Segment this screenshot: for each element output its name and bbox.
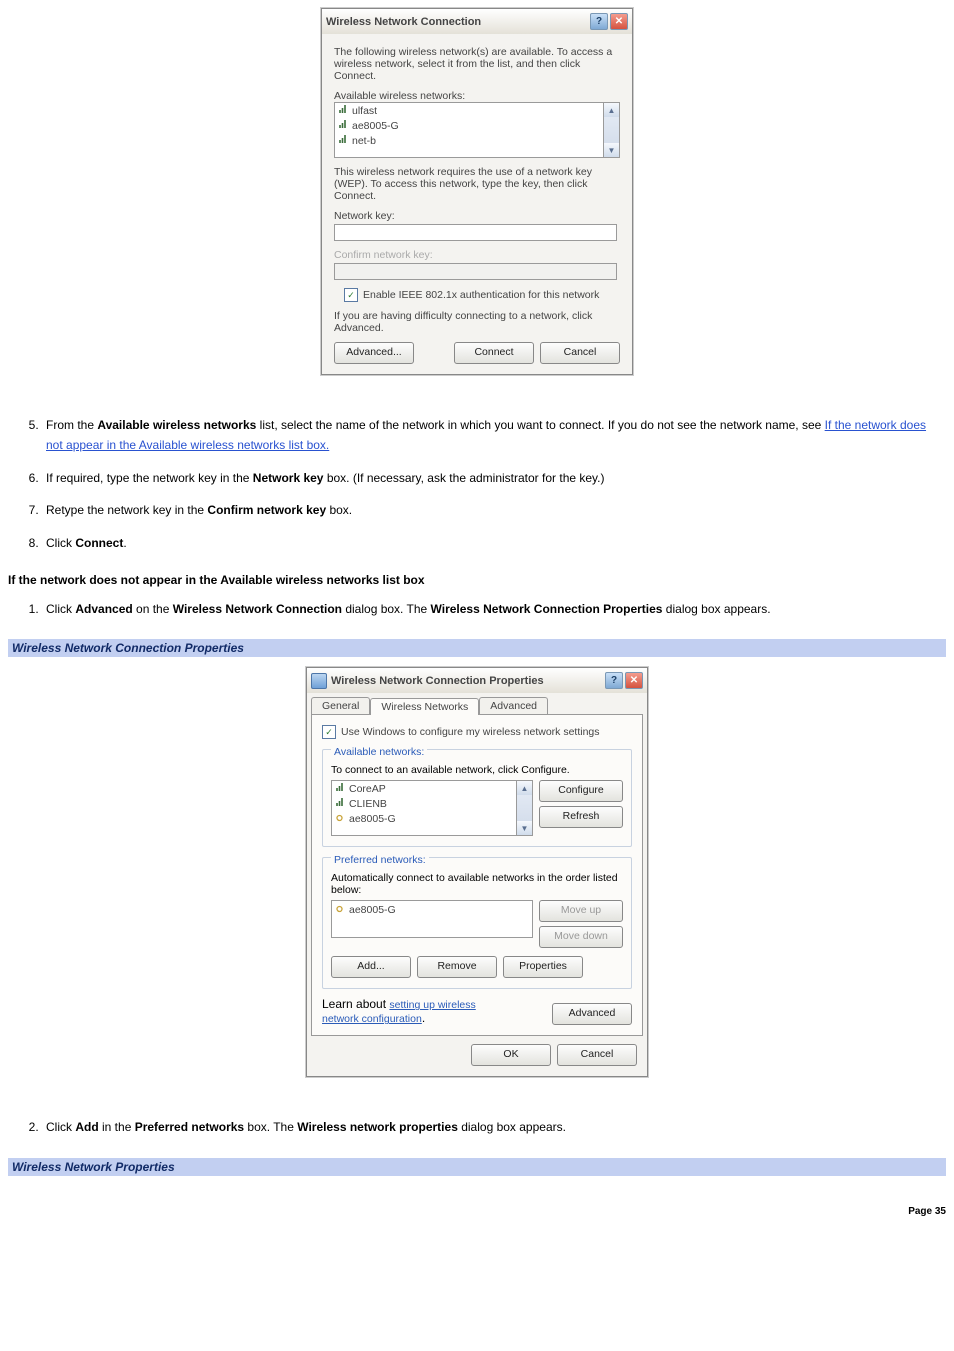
dialog1-body: The following wireless network(s) are av… [322,34,632,374]
cancel-button[interactable]: Cancel [557,1044,637,1066]
signal-icon [339,134,347,147]
move-up-button: Move up [539,900,623,922]
use-windows-label: Use Windows to configure my wireless net… [341,726,600,738]
step-5: From the Available wireless networks lis… [42,415,946,456]
checkbox-checked-icon[interactable]: ✓ [322,725,336,739]
signal-icon [339,104,347,117]
preferred-help-text: Automatically connect to available netwo… [331,872,623,896]
preferred-networks-group: Preferred networks: Automatically connec… [322,857,632,989]
dialog2-title: Wireless Network Connection Properties [331,675,603,687]
tab-advanced[interactable]: Advanced [479,697,548,714]
advanced-button[interactable]: Advanced [552,1003,632,1025]
connection-properties-dialog: Wireless Network Connection Properties ?… [306,667,648,1077]
learn-row: Learn about setting up wireless network … [322,997,632,1025]
confirm-key-label: Confirm network key: [334,249,620,261]
ieee-checkbox-row[interactable]: ✓ Enable IEEE 802.1x authentication for … [344,288,620,302]
help-icon[interactable]: ? [605,672,623,689]
list-item-label: ae8005-G [349,813,396,825]
available-networks-listbox[interactable]: ulfast ae8005-G net-b ▲ ▼ [334,102,620,158]
remove-button[interactable]: Remove [417,956,497,978]
wireless-properties-banner: Wireless Network Properties [8,1158,946,1176]
step-1: Click Advanced on the Wireless Network C… [42,599,946,619]
advanced-button[interactable]: Advanced... [334,342,414,364]
ok-button[interactable]: OK [471,1044,551,1066]
scroll-down-icon[interactable]: ▼ [604,143,619,157]
list-item[interactable]: ae8005-G [335,118,619,133]
scrollbar[interactable]: ▲ ▼ [516,781,532,835]
configure-button[interactable]: Configure [539,780,623,802]
available-networks-label: Available wireless networks: [334,90,465,102]
tab-general[interactable]: General [311,697,370,714]
scroll-up-icon[interactable]: ▲ [517,781,532,795]
ieee-checkbox-label: Enable IEEE 802.1x authentication for th… [363,289,599,301]
properties-button[interactable]: Properties [503,956,583,978]
dialog2-panel: ✓ Use Windows to configure my wireless n… [311,714,643,1036]
app-icon [311,673,327,689]
wireless-connection-dialog: Wireless Network Connection ? ✕ The foll… [321,8,633,375]
learn-text: Learn about setting up wireless network … [322,997,512,1025]
list-item-label: ulfast [352,105,377,117]
network-key-input[interactable] [334,224,617,241]
properties-banner: Wireless Network Connection Properties [8,639,946,657]
wifi-lock-icon [336,812,344,825]
dialog2-button-row: OK Cancel [307,1044,647,1076]
instruction-list-2: Click Advanced on the Wireless Network C… [8,599,946,619]
use-windows-checkbox-row[interactable]: ✓ Use Windows to configure my wireless n… [322,725,632,739]
signal-icon [339,119,347,132]
scrollbar[interactable]: ▲ ▼ [603,103,619,157]
preferred-networks-list[interactable]: ae8005-G [331,900,533,938]
available-help-text: To connect to an available network, clic… [331,764,623,776]
signal-icon [336,797,344,810]
list-item[interactable]: ae8005-G [332,901,532,918]
close-icon[interactable]: ✕ [610,13,628,30]
wep-note: This wireless network requires the use o… [334,166,620,202]
step-7: Retype the network key in the Confirm ne… [42,500,946,520]
available-networks-group: Available networks: To connect to an ava… [322,749,632,847]
list-item[interactable]: net-b [335,133,619,148]
refresh-button[interactable]: Refresh [539,806,623,828]
list-item-label: CoreAP [349,783,386,795]
available-networks-list[interactable]: CoreAP CLIENB ae8005-G ▲ ▼ [331,780,533,836]
list-item[interactable]: ae8005-G [332,811,532,826]
list-item-label: net-b [352,135,376,147]
list-item[interactable]: ulfast [335,103,619,118]
signal-icon [336,782,344,795]
network-key-label: Network key: [334,210,620,222]
missing-network-heading: If the network does not appear in the Av… [8,573,946,587]
instruction-list-3: Click Add in the Preferred networks box.… [8,1117,946,1137]
wifi-lock-icon [336,903,344,916]
step-8: Click Connect. [42,533,946,553]
dialog1-titlebar: Wireless Network Connection ? ✕ [322,9,632,34]
dialog2-titlebar: Wireless Network Connection Properties ?… [307,668,647,693]
confirm-key-input [334,263,617,280]
dialog1-title: Wireless Network Connection [326,16,588,28]
help-icon[interactable]: ? [590,13,608,30]
dialog1-button-row: Advanced... Connect Cancel [334,342,620,364]
dialog1-intro: The following wireless network(s) are av… [334,46,620,82]
connection-properties-dialog-figure: Wireless Network Connection Properties ?… [8,667,946,1077]
list-item-label: ae8005-G [349,904,396,916]
scroll-down-icon[interactable]: ▼ [517,821,532,835]
instruction-list-1: From the Available wireless networks lis… [8,415,946,553]
checkbox-checked-icon[interactable]: ✓ [344,288,358,302]
list-item-label: ae8005-G [352,120,399,132]
move-down-button: Move down [539,926,623,948]
close-icon[interactable]: ✕ [625,672,643,689]
cancel-button[interactable]: Cancel [540,342,620,364]
list-item[interactable]: CoreAP [332,781,532,796]
list-item[interactable]: CLIENB [332,796,532,811]
page-number: Page 35 [8,1206,946,1217]
connect-button[interactable]: Connect [454,342,534,364]
available-group-label: Available networks: [331,746,427,758]
wireless-connection-dialog-figure: Wireless Network Connection ? ✕ The foll… [8,8,946,375]
difficulty-note: If you are having difficulty connecting … [334,310,620,334]
tab-wireless-networks[interactable]: Wireless Networks [370,698,479,715]
preferred-group-label: Preferred networks: [331,854,429,866]
add-button[interactable]: Add... [331,956,411,978]
dialog2-tabs: General Wireless Networks Advanced [311,697,643,714]
list-item-label: CLIENB [349,798,387,810]
step-6: If required, type the network key in the… [42,468,946,488]
scroll-up-icon[interactable]: ▲ [604,103,619,117]
step-2: Click Add in the Preferred networks box.… [42,1117,946,1137]
